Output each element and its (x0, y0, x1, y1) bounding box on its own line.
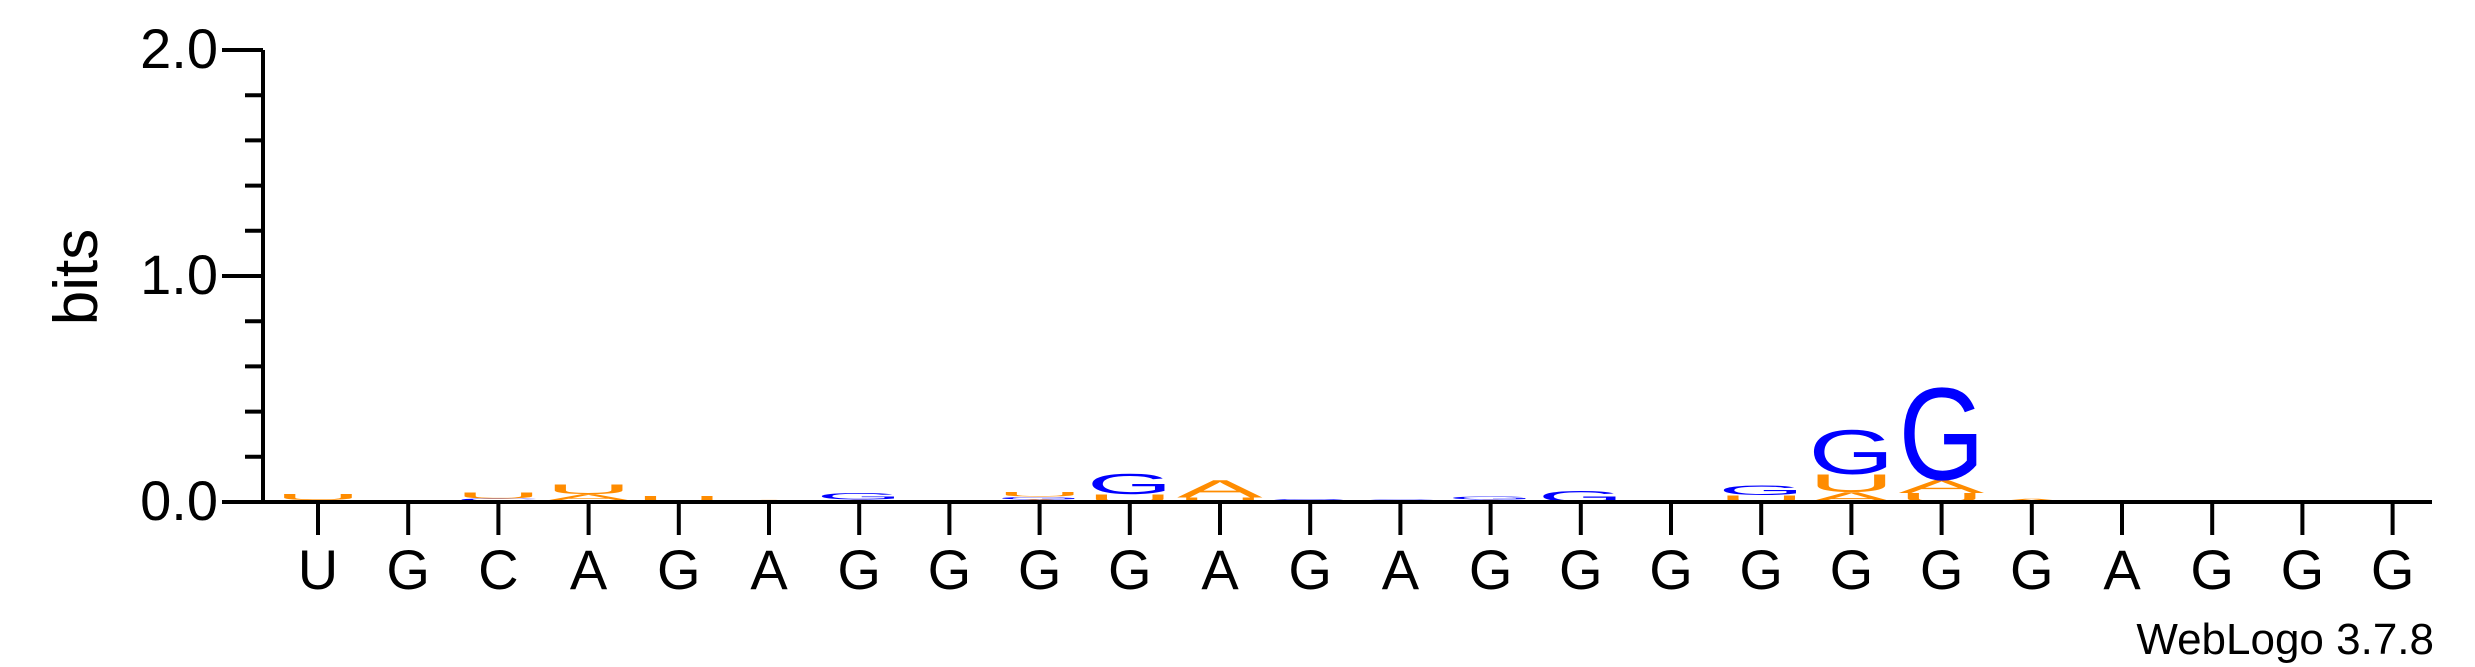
x-tick-label: G (1288, 538, 1332, 601)
y-tick-label: 0.0 (140, 469, 218, 532)
y-tick-label: 1.0 (140, 243, 218, 306)
logo-letter: U (997, 491, 1083, 498)
x-tick-label: U (298, 538, 338, 601)
logo-letter: U (1808, 469, 1894, 497)
x-tick-label: A (570, 538, 608, 601)
logo-letter: G (1808, 418, 1894, 488)
logo-letter: A (1177, 475, 1263, 503)
x-tick-label: G (1469, 538, 1513, 601)
x-tick-label: G (928, 538, 972, 601)
x-tick-label: G (1739, 538, 1783, 601)
x-tick-label: A (1382, 538, 1420, 601)
logo-letter: U (1718, 494, 1804, 504)
logo-letter: U (546, 481, 632, 497)
logo-letter: U (275, 493, 361, 502)
x-tick-label: G (2281, 538, 2325, 601)
x-tick-label: G (2190, 538, 2234, 601)
logo-letter: U (636, 495, 722, 504)
logo-letter: G (1899, 360, 1985, 507)
x-tick-label: G (1920, 538, 1964, 601)
x-tick-label: G (837, 538, 881, 601)
x-tick-label: A (2103, 538, 2141, 601)
x-tick-label: A (1201, 538, 1239, 601)
logo-letter: U (455, 491, 541, 500)
logo-letter: A (1899, 476, 1985, 497)
logo-letter: G (1448, 495, 1534, 500)
y-axis-label: bits (42, 229, 111, 325)
x-tick-label: A (750, 538, 788, 601)
logo-letter: G (997, 496, 1083, 500)
x-tick-label: G (657, 538, 701, 601)
logo-letter: C (455, 498, 541, 502)
x-tick-label: G (1108, 538, 1152, 601)
x-tick-label: G (1649, 538, 1693, 601)
logo-letter: A (546, 492, 632, 502)
x-tick-label: G (1018, 538, 1062, 601)
x-tick-label: G (2371, 538, 2415, 601)
weblogo-credit: WebLogo 3.7.8 (2136, 615, 2434, 664)
x-tick-label: G (1559, 538, 1603, 601)
x-tick-label: C (478, 538, 518, 601)
logo-letter: G (1718, 482, 1804, 498)
logo-letter: U (1177, 496, 1263, 503)
x-tick-label: G (386, 538, 430, 601)
logo-letter: G (816, 491, 902, 502)
x-tick-label: G (1830, 538, 1874, 601)
y-tick-label: 2.0 (140, 17, 218, 80)
x-tick-label: G (2010, 538, 2054, 601)
y-axis-ticks: 0.0 1.0 2.0 (140, 17, 263, 532)
logo-letter: G (1087, 469, 1173, 501)
